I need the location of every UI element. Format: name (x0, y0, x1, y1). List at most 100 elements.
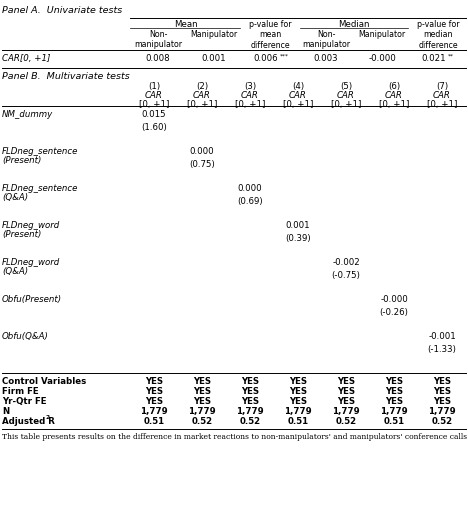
Text: [0, +1]: [0, +1] (379, 100, 409, 109)
Text: 0.001: 0.001 (202, 54, 227, 63)
Text: 0.006: 0.006 (254, 54, 278, 63)
Text: 0.52: 0.52 (336, 417, 357, 426)
Text: CAR: CAR (193, 91, 211, 100)
Text: 1,779: 1,779 (140, 407, 168, 416)
Text: Yr-Qtr FE: Yr-Qtr FE (2, 397, 46, 406)
Text: -0.000: -0.000 (380, 295, 408, 304)
Text: CAR: CAR (385, 91, 403, 100)
Text: 0.52: 0.52 (191, 417, 212, 426)
Text: 0.015: 0.015 (142, 110, 166, 119)
Text: Median: Median (338, 20, 370, 29)
Text: Obfu(Q&A): Obfu(Q&A) (2, 332, 49, 341)
Text: Obfu(Present): Obfu(Present) (2, 295, 62, 304)
Text: YES: YES (337, 397, 355, 406)
Text: YES: YES (289, 397, 307, 406)
Text: [0, +1]: [0, +1] (235, 100, 265, 109)
Text: Adjusted R: Adjusted R (2, 417, 55, 426)
Text: YES: YES (289, 377, 307, 386)
Text: NM_dummy: NM_dummy (2, 110, 53, 119)
Text: YES: YES (337, 387, 355, 396)
Text: (Q&A): (Q&A) (2, 193, 28, 202)
Text: YES: YES (145, 377, 163, 386)
Text: 0.000: 0.000 (190, 147, 214, 156)
Text: Non-
manipulator: Non- manipulator (134, 30, 182, 50)
Text: YES: YES (145, 397, 163, 406)
Text: Panel B.  Multivariate tests: Panel B. Multivariate tests (2, 72, 130, 81)
Text: 0.008: 0.008 (146, 54, 170, 63)
Text: -0.000: -0.000 (368, 54, 396, 63)
Text: FLDneg_word: FLDneg_word (2, 258, 60, 267)
Text: [0, +1]: [0, +1] (331, 100, 361, 109)
Text: CAR: CAR (145, 91, 163, 100)
Text: 0.51: 0.51 (143, 417, 165, 426)
Text: 1,779: 1,779 (284, 407, 312, 416)
Text: [0, +1]: [0, +1] (187, 100, 217, 109)
Text: CAR: CAR (241, 91, 259, 100)
Text: YES: YES (385, 387, 403, 396)
Text: YES: YES (193, 397, 211, 406)
Text: CAR: CAR (433, 91, 451, 100)
Text: -0.002: -0.002 (332, 258, 360, 267)
Text: YES: YES (241, 377, 259, 386)
Text: 1,779: 1,779 (332, 407, 360, 416)
Text: (Q&A): (Q&A) (2, 267, 28, 276)
Text: (Present): (Present) (2, 230, 41, 239)
Text: (-0.26): (-0.26) (380, 308, 409, 317)
Text: YES: YES (433, 397, 451, 406)
Text: (3): (3) (244, 82, 256, 91)
Text: 0.001: 0.001 (285, 221, 310, 230)
Text: YES: YES (241, 397, 259, 406)
Text: (7): (7) (436, 82, 448, 91)
Text: Panel A.  Univariate tests: Panel A. Univariate tests (2, 6, 122, 15)
Text: 0.51: 0.51 (287, 417, 308, 426)
Text: Manipulator: Manipulator (358, 30, 406, 39)
Text: CAR[0, +1]: CAR[0, +1] (2, 54, 51, 63)
Text: 0.52: 0.52 (431, 417, 453, 426)
Text: 1,779: 1,779 (236, 407, 264, 416)
Text: CAR: CAR (289, 91, 307, 100)
Text: (2): (2) (196, 82, 208, 91)
Text: (Present): (Present) (2, 156, 41, 165)
Text: FLDneg_word: FLDneg_word (2, 221, 60, 230)
Text: (-0.75): (-0.75) (331, 271, 360, 280)
Text: YES: YES (145, 387, 163, 396)
Text: (1): (1) (148, 82, 160, 91)
Text: (4): (4) (292, 82, 304, 91)
Text: YES: YES (433, 387, 451, 396)
Text: (6): (6) (388, 82, 400, 91)
Text: 2: 2 (45, 415, 49, 420)
Text: (5): (5) (340, 82, 352, 91)
Text: (0.75): (0.75) (189, 160, 215, 169)
Text: (-1.33): (-1.33) (428, 345, 456, 354)
Text: [0, +1]: [0, +1] (139, 100, 169, 109)
Text: This table presents results on the difference in market reactions to non-manipul: This table presents results on the diffe… (2, 433, 467, 441)
Text: YES: YES (433, 377, 451, 386)
Text: p-value for
mean
difference: p-value for mean difference (249, 20, 291, 50)
Text: CAR: CAR (337, 91, 355, 100)
Text: (0.39): (0.39) (285, 234, 311, 243)
Text: YES: YES (241, 387, 259, 396)
Text: 1,779: 1,779 (428, 407, 456, 416)
Text: 1,779: 1,779 (188, 407, 216, 416)
Text: 0.52: 0.52 (240, 417, 261, 426)
Text: YES: YES (289, 387, 307, 396)
Text: FLDneg_sentence: FLDneg_sentence (2, 147, 78, 156)
Text: (0.69): (0.69) (237, 197, 263, 206)
Text: 0.000: 0.000 (238, 184, 262, 193)
Text: [0, +1]: [0, +1] (427, 100, 457, 109)
Text: **: ** (448, 54, 454, 59)
Text: -0.001: -0.001 (428, 332, 456, 341)
Text: 0.021: 0.021 (422, 54, 446, 63)
Text: 1,779: 1,779 (380, 407, 408, 416)
Text: 0.51: 0.51 (383, 417, 404, 426)
Text: YES: YES (385, 397, 403, 406)
Text: YES: YES (193, 387, 211, 396)
Text: (1.60): (1.60) (141, 123, 167, 132)
Text: ***: *** (280, 54, 289, 59)
Text: p-value for
median
difference: p-value for median difference (417, 20, 459, 50)
Text: YES: YES (337, 377, 355, 386)
Text: 0.003: 0.003 (314, 54, 338, 63)
Text: Non-
manipulator: Non- manipulator (302, 30, 350, 50)
Text: Control Variables: Control Variables (2, 377, 86, 386)
Text: Firm FE: Firm FE (2, 387, 39, 396)
